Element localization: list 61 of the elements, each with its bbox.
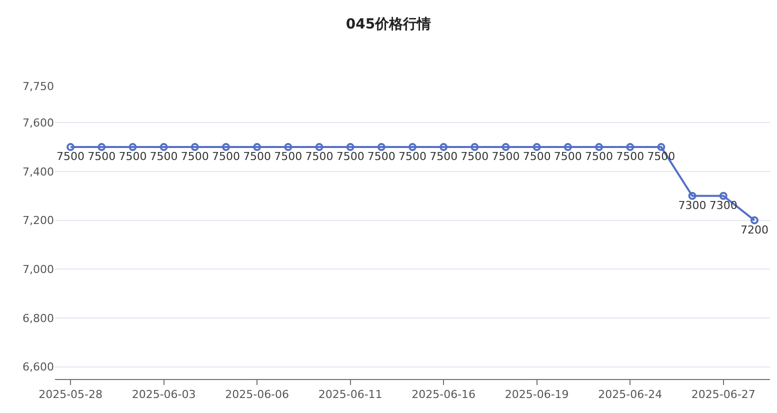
y-tick-label: 6,800 bbox=[22, 312, 54, 325]
y-tick-label: 7,750 bbox=[22, 80, 54, 93]
y-tick-label: 7,400 bbox=[22, 165, 54, 178]
x-tick-label: 2025-06-06 bbox=[225, 388, 290, 402]
point bbox=[532, 143, 541, 152]
data-label: 7500 bbox=[492, 150, 520, 164]
data-label: 7500 bbox=[367, 150, 396, 164]
data-label: 7500 bbox=[118, 150, 147, 164]
point bbox=[626, 143, 634, 152]
data-label: 7500 bbox=[460, 150, 489, 164]
data-label: 7500 bbox=[585, 150, 614, 164]
point bbox=[222, 143, 230, 152]
point bbox=[253, 143, 262, 152]
point bbox=[719, 192, 728, 200]
data-label: 7300 bbox=[709, 198, 738, 212]
data-label: 7500 bbox=[56, 150, 85, 164]
data-label: 7500 bbox=[430, 150, 458, 164]
data-label: 7500 bbox=[212, 150, 240, 164]
data-label: 7500 bbox=[398, 150, 426, 164]
point bbox=[408, 143, 416, 152]
data-label: 7500 bbox=[305, 150, 334, 164]
point bbox=[377, 143, 386, 152]
point bbox=[564, 143, 572, 152]
y-tick-label: 6,600 bbox=[22, 360, 54, 374]
point bbox=[502, 143, 510, 152]
y-tick-label: 7,200 bbox=[22, 214, 54, 228]
data-label: 7500 bbox=[336, 150, 364, 164]
point bbox=[190, 143, 199, 152]
x-tick-label: 2025-06-16 bbox=[412, 388, 476, 402]
data-label: 7500 bbox=[150, 150, 178, 164]
chart-title: 045价格行情 bbox=[346, 16, 432, 32]
point bbox=[98, 143, 106, 152]
point bbox=[284, 143, 292, 152]
point bbox=[160, 143, 168, 152]
point bbox=[470, 143, 479, 152]
y-tick-label: 7,600 bbox=[22, 116, 54, 130]
x-tick-label: 2025-06-03 bbox=[132, 388, 196, 402]
data-label: 7500 bbox=[554, 150, 582, 164]
point bbox=[688, 192, 696, 200]
data-label: 7500 bbox=[243, 150, 272, 164]
data-label: 7500 bbox=[274, 150, 302, 164]
y-tick-label: 7,000 bbox=[22, 262, 54, 276]
point bbox=[657, 143, 666, 152]
x-tick-label: 2025-06-19 bbox=[504, 388, 569, 402]
data-label: 7200 bbox=[740, 223, 768, 236]
point bbox=[595, 143, 604, 152]
x-tick-label: 2025-05-28 bbox=[38, 388, 103, 402]
point bbox=[66, 143, 75, 152]
data-label: 7500 bbox=[616, 150, 644, 164]
point bbox=[750, 216, 758, 224]
point bbox=[315, 143, 324, 152]
data-label: 7300 bbox=[678, 198, 706, 212]
point bbox=[128, 143, 137, 152]
data-label: 7500 bbox=[180, 150, 209, 164]
x-tick-label: 2025-06-24 bbox=[598, 388, 662, 402]
x-tick-label: 2025-06-11 bbox=[318, 388, 382, 402]
point bbox=[440, 143, 448, 152]
data-label: 7500 bbox=[88, 150, 116, 164]
point bbox=[346, 143, 354, 152]
x-tick-label: 2025-06-27 bbox=[691, 388, 756, 402]
data-label: 7500 bbox=[522, 150, 551, 164]
